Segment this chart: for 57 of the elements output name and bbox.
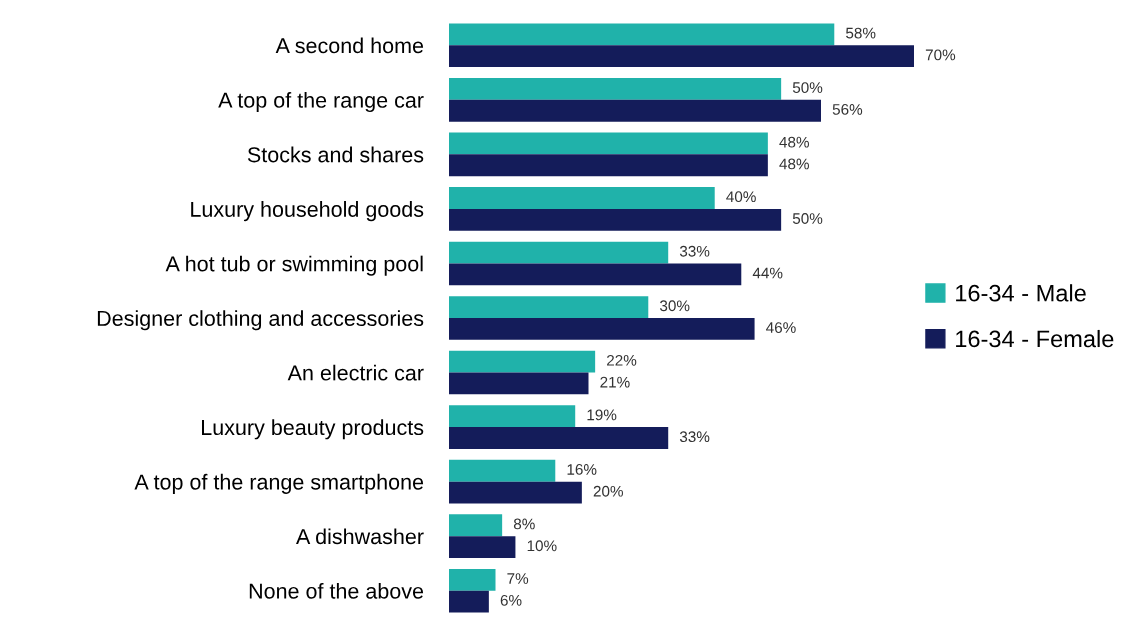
bar: [449, 372, 589, 395]
data-label: 50%: [792, 213, 823, 224]
bar: [449, 296, 649, 318]
data-label: 20%: [593, 485, 623, 497]
y-tick-label: Designer clothing and accessories: [97, 310, 424, 331]
data-label: 10%: [527, 540, 557, 552]
data-label: 70%: [925, 49, 956, 61]
bar: [449, 318, 755, 340]
data-label: 8%: [513, 518, 535, 530]
bar: [449, 132, 768, 155]
y-tick-label: None of the above: [249, 582, 424, 599]
bar: [449, 154, 768, 177]
y-tick-label: A top of the range car: [218, 92, 424, 113]
data-label: 7%: [507, 573, 529, 584]
data-label: 21%: [600, 376, 630, 388]
bar: [449, 263, 742, 286]
bar: [449, 99, 821, 122]
bar: [449, 187, 715, 209]
data-label: 48%: [779, 136, 809, 148]
bar: [449, 481, 582, 504]
bar: [449, 590, 489, 613]
y-tick-label: Luxury household goods: [191, 201, 424, 222]
y-tick-label: A top of the range smartphone: [134, 473, 424, 494]
bar: [449, 514, 503, 537]
bar: [449, 45, 914, 68]
bar: [449, 78, 782, 100]
data-label: 56%: [832, 104, 863, 115]
y-tick-label: Luxury beauty products: [202, 419, 424, 440]
bar: [449, 350, 596, 373]
bar: [449, 208, 782, 231]
bar: [449, 427, 669, 449]
data-label: 48%: [779, 158, 809, 170]
bar: [449, 536, 516, 558]
data-label: 22%: [607, 354, 637, 366]
bar: [449, 405, 576, 428]
data-label: 58%: [846, 27, 876, 39]
data-label: 46%: [766, 322, 796, 334]
data-label: 33%: [679, 431, 710, 443]
bar: [449, 23, 835, 46]
data-label: 19%: [587, 409, 617, 421]
y-tick-label: A dishwasher: [296, 528, 424, 545]
data-label: 40%: [726, 191, 756, 203]
y-tick-label: An electric car: [287, 364, 424, 381]
data-label: 50%: [792, 82, 823, 94]
y-tick-label: A hot tub or swimming pool: [165, 255, 423, 276]
data-label: 44%: [752, 267, 783, 279]
legend-label: 16-34 - Male: [956, 284, 1086, 302]
bar: [449, 241, 669, 264]
data-label: 30%: [659, 300, 690, 312]
data-label: 16%: [567, 464, 597, 475]
legend-label: 16-34 - Female: [956, 329, 1114, 348]
data-label: 33%: [679, 245, 710, 257]
y-tick-label: Stocks and shares: [247, 146, 424, 163]
data-label: 6%: [500, 594, 522, 606]
y-tick-label: A second home: [275, 37, 424, 54]
bar: [449, 568, 496, 591]
bar: [449, 459, 556, 482]
